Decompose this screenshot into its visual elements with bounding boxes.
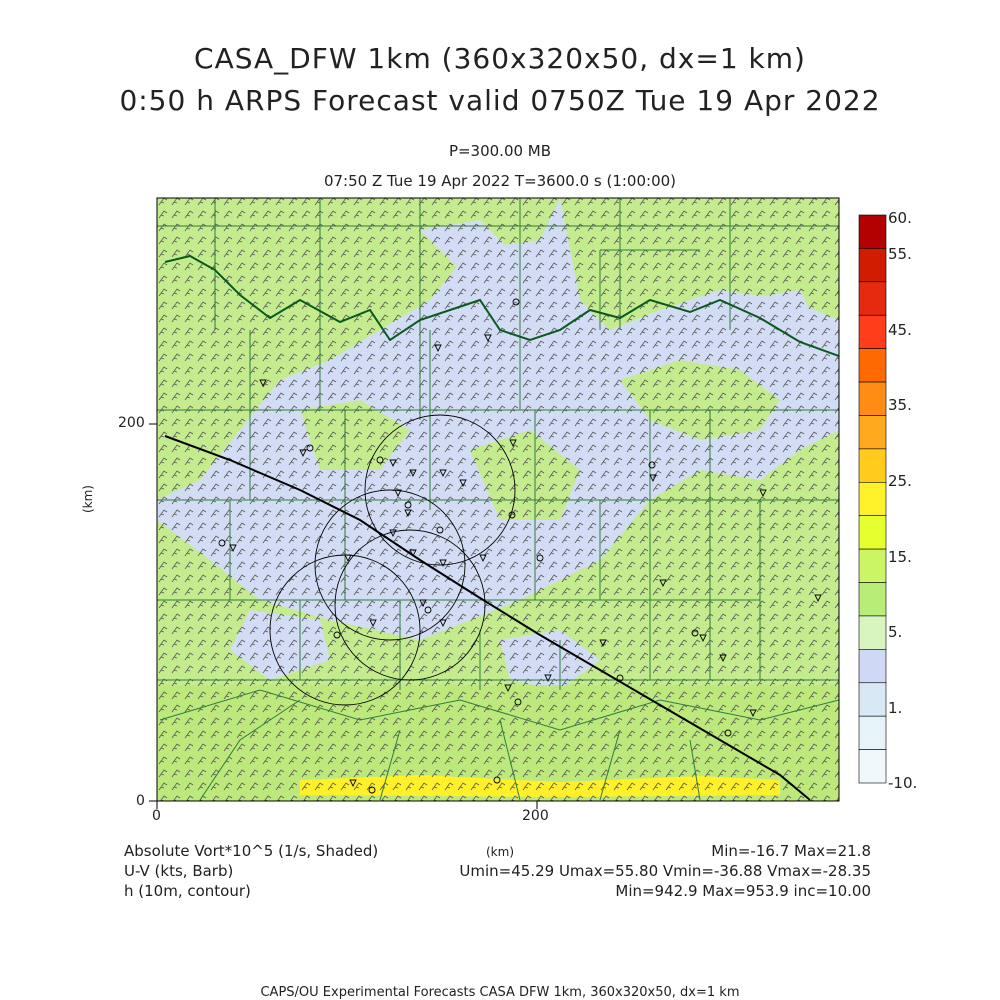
county-lines	[157, 198, 839, 801]
colorbar-label-1: 1.	[888, 699, 903, 717]
legend-vorticity: Absolute Vort*10^5 (1/s, Shaded)	[124, 842, 379, 860]
colorbar-swatch	[858, 314, 887, 349]
axis-ticks	[149, 423, 538, 809]
colorbar-swatch	[858, 214, 887, 249]
colorbar-label-15: 15.	[888, 548, 912, 566]
y-tick-label-0: 0	[136, 793, 145, 809]
colorbar-swatch	[858, 481, 887, 517]
colorbar-label-5: 5.	[888, 623, 903, 641]
colorbar-label-minus10: -10.	[888, 774, 918, 792]
x-tick-label-0: 0	[152, 808, 161, 824]
colorbar-label-45: 45.	[888, 321, 912, 339]
colorbar-swatch	[858, 381, 887, 416]
river-boundary	[164, 254, 839, 357]
y-axis-unit: (km)	[81, 484, 96, 514]
legend-wind-minmax: Umin=45.29 Umax=55.80 Vmin=-36.88 Vmax=-…	[459, 862, 871, 880]
colorbar-swatch	[858, 749, 887, 784]
legend-vorticity-minmax: Min=-16.7 Max=21.8	[711, 842, 871, 860]
colorbar-swatch	[858, 248, 887, 283]
colorbar	[858, 214, 887, 784]
legend-height: h (10m, contour)	[124, 882, 251, 900]
colorbar-swatch	[858, 548, 887, 583]
colorbar-swatch	[858, 615, 887, 650]
colorbar-swatch	[858, 348, 887, 383]
legend-height-minmax: Min=942.9 Max=953.9 inc=10.00	[615, 882, 871, 900]
colorbar-swatch	[858, 715, 887, 750]
plot-title-line2: 0:50 h ARPS Forecast valid 0750Z Tue 19 …	[119, 84, 881, 117]
colorbar-label-55: 55.	[888, 245, 912, 263]
colorbar-swatch	[858, 682, 887, 717]
legend-wind: U-V (kts, Barb)	[124, 862, 234, 880]
map-panel	[157, 198, 839, 801]
colorbar-label-60: 60.	[888, 209, 912, 227]
colorbar-label-35: 35.	[888, 396, 912, 414]
colorbar-swatch	[858, 448, 887, 483]
height-contour	[164, 435, 811, 801]
x-axis-unit: (km)	[486, 845, 515, 859]
colorbar-swatch	[858, 582, 887, 617]
y-tick-label-200: 200	[118, 415, 145, 431]
colorbar-label-25: 25.	[888, 472, 912, 490]
colorbar-swatch	[858, 415, 887, 450]
colorbar-swatch	[858, 281, 887, 316]
plot-title-line1: CASA_DFW 1km (360x320x50, dx=1 km)	[194, 42, 806, 75]
valid-time: 07:50 Z Tue 19 Apr 2022 T=3600.0 s (1:00…	[323, 172, 677, 190]
pressure-level: P=300.00 MB	[448, 142, 552, 160]
colorbar-swatch	[858, 649, 887, 684]
colorbar-swatch	[858, 515, 887, 550]
map-frame	[156, 197, 840, 802]
footer-credit: CAPS/OU Experimental Forecasts CASA DFW …	[260, 985, 740, 1000]
x-tick-label-200: 200	[522, 808, 549, 824]
station-markers	[218, 298, 822, 794]
